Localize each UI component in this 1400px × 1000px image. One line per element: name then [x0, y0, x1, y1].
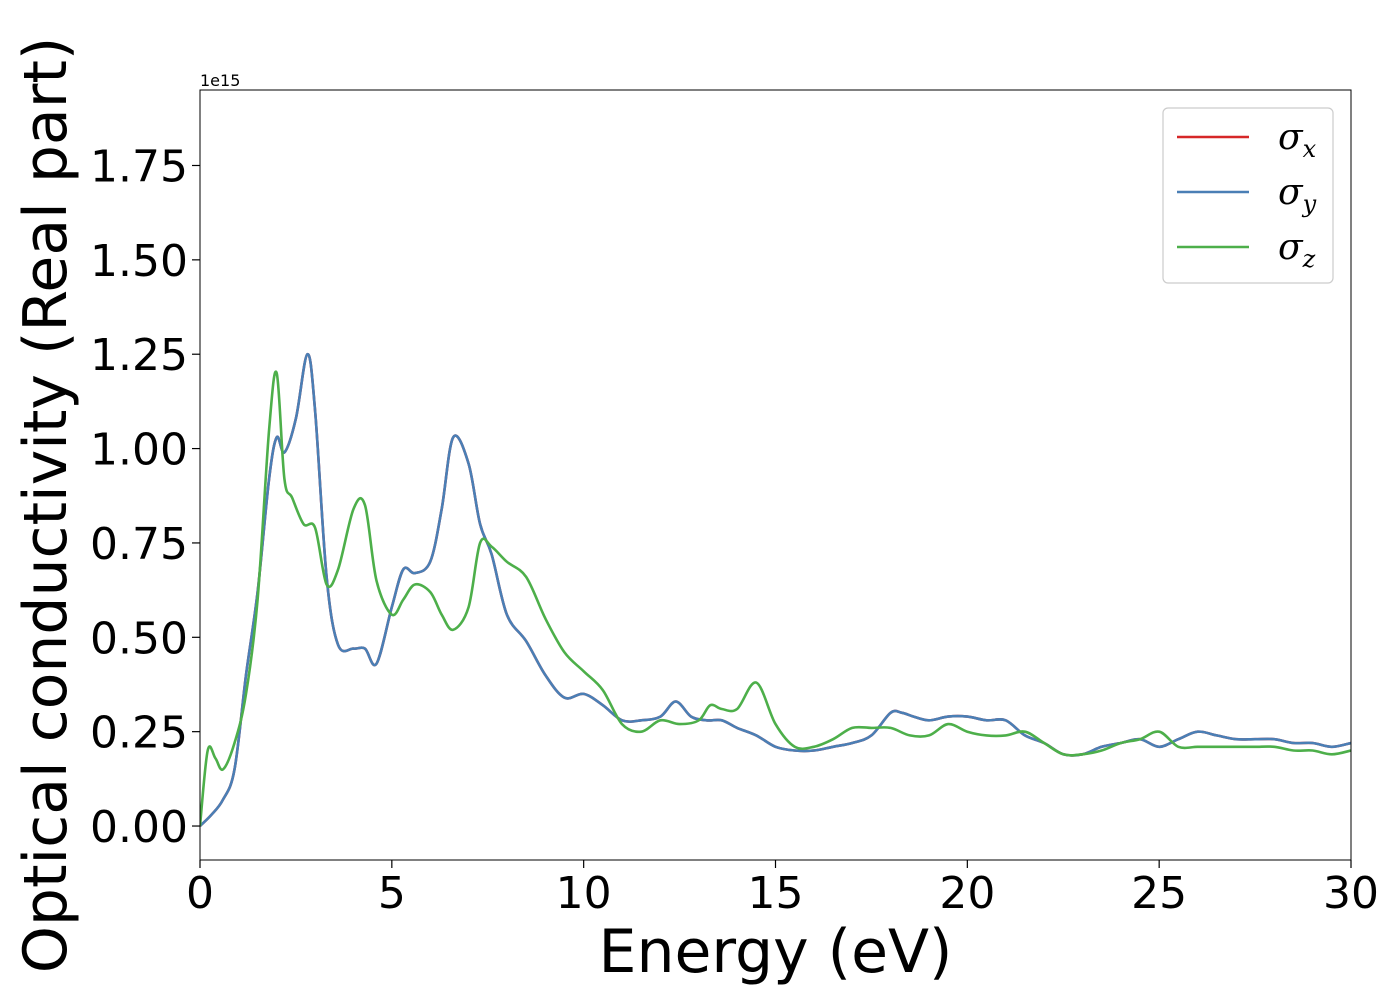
x-tick-label: 30 [1323, 868, 1379, 919]
series-line-x [200, 352, 1351, 827]
legend-entry-x: σx [1278, 117, 1317, 163]
x-axis-title: Energy (eV) [599, 917, 953, 987]
series-line-y [200, 352, 1351, 827]
legend-entry-y: σy [1278, 172, 1317, 218]
y-tick-label: 0.75 [90, 519, 188, 570]
legend: σx σy σz [1162, 107, 1334, 284]
x-tick-label: 10 [556, 868, 612, 919]
y-tick-label: 0.50 [90, 613, 188, 664]
x-tick-label: 5 [378, 868, 406, 919]
y-tick-label: 1.75 [90, 141, 188, 192]
legend-box [1162, 107, 1334, 284]
x-tick-label: 0 [186, 868, 214, 919]
y-tick-label: 1.25 [90, 330, 188, 381]
legend-entry-z: σz [1278, 227, 1316, 273]
y-axis-offset-label: 1e15 [200, 71, 240, 90]
x-tick-label: 20 [939, 868, 995, 919]
y-tick-label: 1.00 [90, 425, 188, 476]
x-tick-label: 25 [1131, 868, 1187, 919]
y-axis-ticks: 0.00 0.25 0.50 0.75 1.00 1.25 1.50 1.75 [90, 141, 200, 853]
series-layer [200, 352, 1351, 827]
series-line-z [200, 370, 1351, 827]
x-tick-label: 15 [748, 868, 804, 919]
x-axis-ticks: 0 5 10 15 20 25 30 [186, 860, 1379, 919]
y-tick-label: 0.00 [90, 802, 188, 853]
y-tick-label: 0.25 [90, 708, 188, 759]
y-axis-title: Optical conductivity (Real part) [11, 37, 81, 974]
y-tick-label: 1.50 [90, 236, 188, 287]
